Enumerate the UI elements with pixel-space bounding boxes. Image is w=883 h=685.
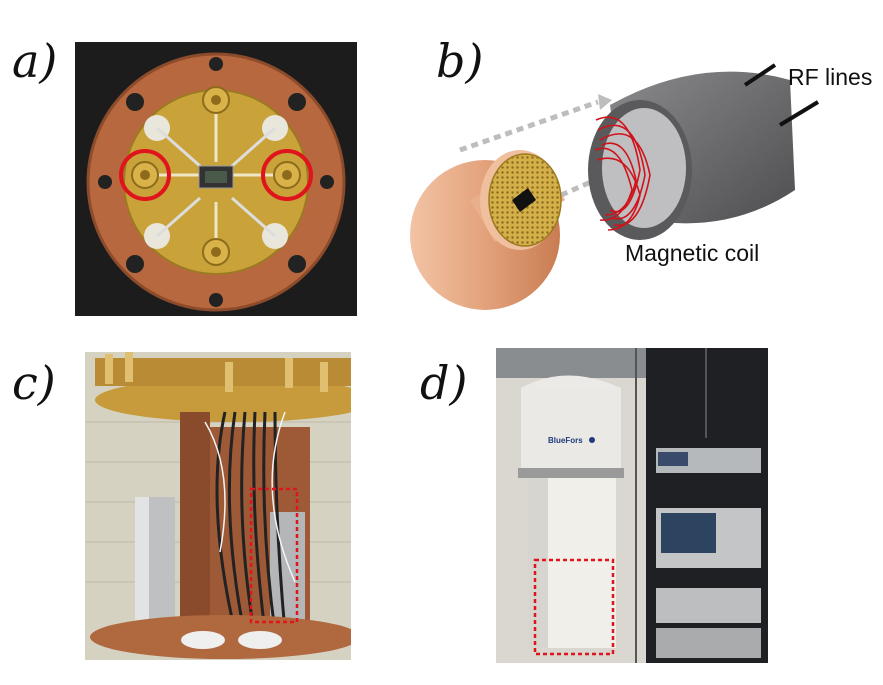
- sample-holder-photo: [75, 42, 357, 316]
- highlight-circle-right: [261, 149, 313, 201]
- highlight-box-c: [249, 487, 299, 624]
- bluefors-cryostat-photo: BlueFors: [496, 348, 768, 663]
- shield-schematic-illustration: [410, 63, 820, 310]
- rf-lines-caption: RF lines: [788, 64, 873, 90]
- highlight-circle-left: [119, 149, 171, 201]
- sample-holder-illustration: [75, 42, 357, 316]
- panel-label-a: a): [12, 34, 58, 88]
- panel-label-c: c): [12, 356, 56, 410]
- panel-label-b: b): [436, 34, 484, 88]
- bluefors-logo-text: BlueFors: [548, 436, 583, 445]
- highlight-box-d: [533, 558, 615, 656]
- magnetic-coil-caption: Magnetic coil: [625, 240, 760, 266]
- panel-label-d: d): [420, 356, 468, 410]
- cryostat-internals-photo: [85, 352, 351, 660]
- bluefors-cryostat-illustration: BlueFors: [496, 348, 768, 663]
- cryostat-internals-illustration: [85, 352, 351, 660]
- shield-schematic: [400, 50, 880, 310]
